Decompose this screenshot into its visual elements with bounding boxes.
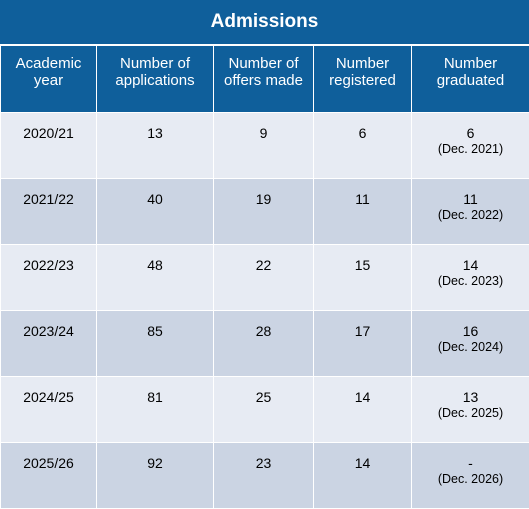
graduated-date: (Dec. 2025) [414, 406, 527, 420]
graduated-date: (Dec. 2022) [414, 208, 527, 222]
cell-offers: 28 [214, 310, 314, 376]
graduated-date: (Dec. 2024) [414, 340, 527, 354]
cell-registered: 6 [314, 112, 412, 178]
header-offers: Number of offers made [214, 46, 314, 112]
cell-offers: 23 [214, 442, 314, 508]
header-academic-year: Academic year [1, 46, 97, 112]
admissions-table: Academic year Number of applications Num… [0, 46, 529, 509]
table-title: Admissions [211, 11, 319, 33]
graduated-date: (Dec. 2021) [414, 142, 527, 156]
cell-applications: 13 [97, 112, 214, 178]
cell-year: 2023/24 [1, 310, 97, 376]
table-row: 2025/26 92 23 14 -(Dec. 2026) [1, 442, 529, 508]
cell-applications: 48 [97, 244, 214, 310]
graduated-count: 14 [463, 257, 479, 273]
cell-year: 2024/25 [1, 376, 97, 442]
header-graduated: Number graduated [412, 46, 529, 112]
cell-offers: 25 [214, 376, 314, 442]
cell-year: 2020/21 [1, 112, 97, 178]
graduated-date: (Dec. 2023) [414, 274, 527, 288]
header-registered: Number registered [314, 46, 412, 112]
table-row: 2021/22 40 19 11 11(Dec. 2022) [1, 178, 529, 244]
graduated-count: 16 [463, 323, 479, 339]
cell-year: 2021/22 [1, 178, 97, 244]
graduated-count: - [468, 455, 473, 471]
cell-graduated: 11(Dec. 2022) [412, 178, 529, 244]
cell-year: 2025/26 [1, 442, 97, 508]
cell-applications: 40 [97, 178, 214, 244]
graduated-count: 11 [463, 191, 478, 207]
cell-applications: 92 [97, 442, 214, 508]
header-applications: Number of applications [97, 46, 214, 112]
cell-registered: 14 [314, 442, 412, 508]
table-row: 2023/24 85 28 17 16(Dec. 2024) [1, 310, 529, 376]
graduated-count: 13 [463, 389, 479, 405]
cell-offers: 19 [214, 178, 314, 244]
cell-graduated: 6(Dec. 2021) [412, 112, 529, 178]
cell-applications: 81 [97, 376, 214, 442]
cell-registered: 15 [314, 244, 412, 310]
table-row: 2020/21 13 9 6 6(Dec. 2021) [1, 112, 529, 178]
cell-registered: 11 [314, 178, 412, 244]
cell-year: 2022/23 [1, 244, 97, 310]
table-row: 2024/25 81 25 14 13(Dec. 2025) [1, 376, 529, 442]
cell-applications: 85 [97, 310, 214, 376]
cell-registered: 17 [314, 310, 412, 376]
cell-graduated: 14(Dec. 2023) [412, 244, 529, 310]
header-row: Academic year Number of applications Num… [1, 46, 529, 112]
cell-offers: 22 [214, 244, 314, 310]
title-bar: Admissions [0, 0, 529, 44]
graduated-date: (Dec. 2026) [414, 472, 527, 486]
cell-graduated: -(Dec. 2026) [412, 442, 529, 508]
table-row: 2022/23 48 22 15 14(Dec. 2023) [1, 244, 529, 310]
cell-graduated: 16(Dec. 2024) [412, 310, 529, 376]
cell-registered: 14 [314, 376, 412, 442]
cell-graduated: 13(Dec. 2025) [412, 376, 529, 442]
graduated-count: 6 [467, 125, 475, 141]
cell-offers: 9 [214, 112, 314, 178]
